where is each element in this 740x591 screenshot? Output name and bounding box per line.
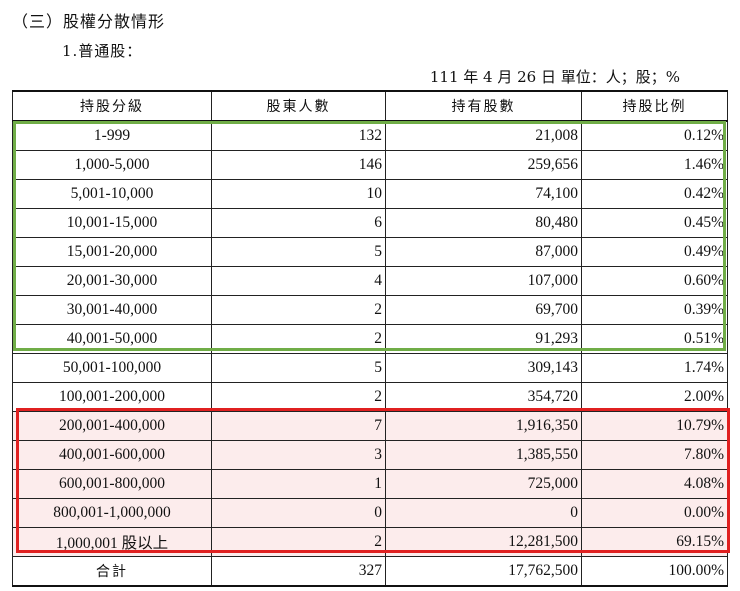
- cell-pct: 0.60%: [581, 266, 728, 296]
- total-row: 合計 327 17,762,500 100.00%: [12, 556, 728, 587]
- cell-holders: 6: [211, 208, 386, 238]
- shareholding-table: 持股分級 股東人數 持有股數 持股比例 1-999 132 21,008 0.12% 1…: [12, 90, 728, 587]
- cell-range: 30,001-40,000: [12, 295, 212, 325]
- subsection-heading: 1.普通股：: [62, 42, 143, 60]
- cell-holders: 2: [211, 382, 386, 412]
- cell-pct: 1.46%: [581, 150, 728, 180]
- cell-pct: 0.42%: [581, 179, 728, 209]
- cell-holders: 2: [211, 324, 386, 354]
- cell-shares: 1,916,350: [385, 411, 582, 441]
- header-range: 持股分級: [12, 90, 212, 122]
- date-unit-line: 111 年 4 月 26 日 單位：人；股；%: [429, 68, 680, 86]
- table-row: 600,001-800,000 1 725,000 4.08%: [12, 469, 728, 499]
- cell-range: 5,001-10,000: [12, 179, 212, 209]
- cell-pct: 0.49%: [581, 237, 728, 267]
- total-shares: 17,762,500: [385, 556, 582, 587]
- table-row: 1,000,001 股以上 2 12,281,500 69.15%: [12, 527, 728, 557]
- cell-shares: 74,100: [385, 179, 582, 209]
- cell-pct: 69.15%: [581, 527, 728, 557]
- table-row: 100,001-200,000 2 354,720 2.00%: [12, 382, 728, 412]
- table-row: 1-999 132 21,008 0.12%: [12, 120, 728, 151]
- cell-shares: 0: [385, 498, 582, 528]
- cell-pct: 10.79%: [581, 411, 728, 441]
- cell-holders: 0: [211, 498, 386, 528]
- cell-range: 1,000-5,000: [12, 150, 212, 180]
- cell-shares: 91,293: [385, 324, 582, 354]
- cell-pct: 0.12%: [581, 120, 728, 151]
- cell-range: 10,001-15,000: [12, 208, 212, 238]
- table-header-row: 持股分級 股東人數 持有股數 持股比例: [12, 90, 728, 122]
- total-range: 合計: [12, 556, 212, 587]
- cell-shares: 725,000: [385, 469, 582, 499]
- cell-range: 200,001-400,000: [12, 411, 212, 441]
- table-row: 400,001-600,000 3 1,385,550 7.80%: [12, 440, 728, 470]
- header-shares: 持有股數: [385, 90, 582, 122]
- table-row: 1,000-5,000 146 259,656 1.46%: [12, 150, 728, 180]
- cell-range: 100,001-200,000: [12, 382, 212, 412]
- section-heading: （三）股權分散情形: [12, 12, 166, 31]
- cell-range: 20,001-30,000: [12, 266, 212, 296]
- total-pct: 100.00%: [581, 556, 728, 587]
- table-row: 30,001-40,000 2 69,700 0.39%: [12, 295, 728, 325]
- total-holders: 327: [211, 556, 386, 587]
- cell-holders: 5: [211, 237, 386, 267]
- cell-holders: 146: [211, 150, 386, 180]
- cell-pct: 1.74%: [581, 353, 728, 383]
- cell-pct: 0.51%: [581, 324, 728, 354]
- cell-pct: 0.00%: [581, 498, 728, 528]
- table-row: 5,001-10,000 10 74,100 0.42%: [12, 179, 728, 209]
- cell-holders: 2: [211, 295, 386, 325]
- table-row: 20,001-30,000 4 107,000 0.60%: [12, 266, 728, 296]
- cell-shares: 21,008: [385, 120, 582, 151]
- cell-pct: 7.80%: [581, 440, 728, 470]
- cell-shares: 354,720: [385, 382, 582, 412]
- cell-range: 400,001-600,000: [12, 440, 212, 470]
- cell-holders: 3: [211, 440, 386, 470]
- cell-shares: 1,385,550: [385, 440, 582, 470]
- table-row: 40,001-50,000 2 91,293 0.51%: [12, 324, 728, 354]
- cell-shares: 69,700: [385, 295, 582, 325]
- cell-range: 40,001-50,000: [12, 324, 212, 354]
- header-holders: 股東人數: [211, 90, 386, 122]
- cell-shares: 87,000: [385, 237, 582, 267]
- cell-holders: 7: [211, 411, 386, 441]
- cell-range: 1-999: [12, 120, 212, 151]
- cell-range: 600,001-800,000: [12, 469, 212, 499]
- cell-holders: 2: [211, 527, 386, 557]
- cell-holders: 5: [211, 353, 386, 383]
- table-row: 200,001-400,000 7 1,916,350 10.79%: [12, 411, 728, 441]
- cell-shares: 80,480: [385, 208, 582, 238]
- cell-range: 50,001-100,000: [12, 353, 212, 383]
- header-pct: 持股比例: [581, 90, 728, 122]
- cell-range: 1,000,001 股以上: [12, 527, 212, 557]
- cell-holders: 132: [211, 120, 386, 151]
- cell-holders: 10: [211, 179, 386, 209]
- cell-shares: 309,143: [385, 353, 582, 383]
- cell-pct: 0.39%: [581, 295, 728, 325]
- table-row: 10,001-15,000 6 80,480 0.45%: [12, 208, 728, 238]
- cell-holders: 4: [211, 266, 386, 296]
- table-row: 50,001-100,000 5 309,143 1.74%: [12, 353, 728, 383]
- table-row: 800,001-1,000,000 0 0 0.00%: [12, 498, 728, 528]
- cell-shares: 12,281,500: [385, 527, 582, 557]
- cell-shares: 259,656: [385, 150, 582, 180]
- cell-range: 15,001-20,000: [12, 237, 212, 267]
- table-body: 1-999 132 21,008 0.12% 1,000-5,000 146 259,656…: [12, 120, 728, 587]
- cell-pct: 2.00%: [581, 382, 728, 412]
- table-row: 15,001-20,000 5 87,000 0.49%: [12, 237, 728, 267]
- cell-range: 800,001-1,000,000: [12, 498, 212, 528]
- cell-holders: 1: [211, 469, 386, 499]
- cell-shares: 107,000: [385, 266, 582, 296]
- cell-pct: 4.08%: [581, 469, 728, 499]
- cell-pct: 0.45%: [581, 208, 728, 238]
